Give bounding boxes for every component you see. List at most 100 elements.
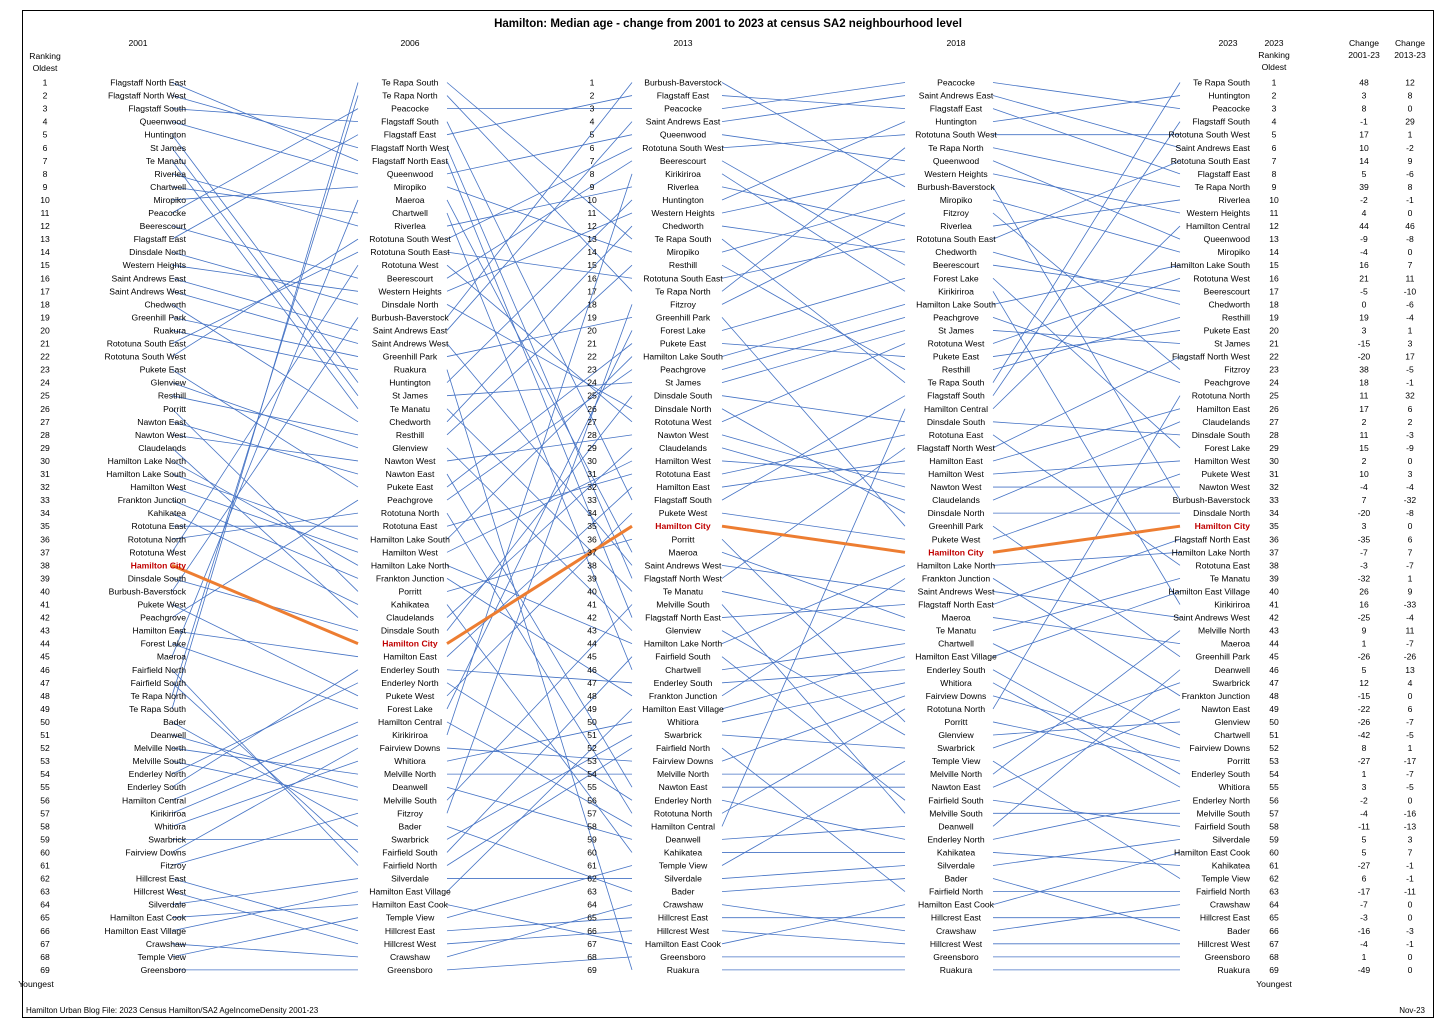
change-2013-23-value: -7 (1406, 639, 1414, 649)
neighbourhood-2023: Rototuna West (1193, 273, 1250, 283)
rank-change-line (992, 395, 1181, 710)
neighbourhood-2001: Whitiora (154, 821, 186, 831)
rank-change-line (171, 160, 359, 409)
change-2013-23-value: -1 (1406, 378, 1414, 388)
rank-change-line (721, 173, 906, 214)
neighbourhood-2006: Kahikatea (391, 600, 429, 610)
change-2013-23-value: 9 (1408, 156, 1413, 166)
rank-change-line (992, 460, 1181, 475)
neighbourhood-2023: Burbush-Baverstock (1173, 495, 1251, 505)
neighbourhood-2018: Huntington (935, 117, 977, 127)
change-2013-23-value: 1 (1408, 743, 1413, 753)
rank-change-line (446, 147, 633, 240)
rank-number-left: 50 (40, 717, 50, 727)
rank-number-2013: 43 (587, 626, 597, 636)
neighbourhood-2001: Hillcrest West (134, 887, 187, 897)
rank-number-left: 31 (40, 469, 50, 479)
change-2013-23-value: -5 (1406, 365, 1414, 375)
neighbourhood-2006: Enderley North (381, 678, 439, 688)
neighbourhood-2001: Kahikatea (148, 508, 186, 518)
rank-number-left: 5 (43, 130, 48, 140)
rank-change-line (992, 317, 1181, 384)
rank-change-line (992, 108, 1181, 175)
neighbourhood-2001: Te Rapa North (131, 691, 187, 701)
rank-change-line (446, 225, 633, 423)
neighbourhood-2013: Peachgrove (660, 365, 706, 375)
neighbourhood-2001: Flagstaff South (128, 104, 186, 114)
change-2013-23-value: 0 (1408, 691, 1413, 701)
neighbourhood-2023: Rototuna East (1196, 560, 1251, 570)
rank-number-2013: 16 (587, 273, 597, 283)
neighbourhood-2006: Crawshaw (390, 952, 431, 962)
neighbourhood-2001: Fitzroy (160, 861, 186, 871)
change-header: 2013-23 (1394, 50, 1426, 60)
neighbourhood-2023: Hillcrest West (1198, 939, 1251, 949)
neighbourhood-2023: Frankton Junction (1182, 691, 1251, 701)
neighbourhood-2013: Flagstaff North West (644, 573, 723, 583)
change-2013-23-value: -32 (1404, 495, 1417, 505)
rank-number-right: 30 (1269, 456, 1279, 466)
rank-change-line (171, 95, 359, 149)
neighbourhood-2001: Rototuna North (128, 534, 187, 544)
neighbourhood-2018: Western Heights (924, 169, 987, 179)
neighbourhood-2013: Temple View (659, 861, 708, 871)
rank-number-left: 7 (43, 156, 48, 166)
neighbourhood-2023: Queenwood (1204, 234, 1251, 244)
neighbourhood-2023: Kahikatea (1212, 861, 1250, 871)
rank-change-line (992, 839, 1181, 866)
change-2001-23-value: 3 (1362, 325, 1367, 335)
neighbourhood-2018: Fairfield South (928, 795, 984, 805)
rank-number-right: 42 (1269, 613, 1279, 623)
neighbourhood-2013: Fairview Downs (653, 756, 714, 766)
rank-number-right: 15 (1269, 260, 1279, 270)
rank-number-right: 29 (1269, 443, 1279, 453)
neighbourhood-2006: Miropiko (394, 182, 427, 192)
rank-number-left: 53 (40, 756, 50, 766)
rank-number-2013: 32 (587, 482, 597, 492)
change-2013-23-value: 1 (1408, 130, 1413, 140)
neighbourhood-2013: Flagstaff East (657, 91, 710, 101)
change-2001-23-value: -26 (1358, 652, 1371, 662)
rank-number-2013: 24 (587, 378, 597, 388)
neighbourhood-2013: Crawshaw (663, 900, 704, 910)
rank-number-2013: 14 (587, 247, 597, 257)
rank-change-line (446, 382, 633, 397)
rank-number-2013: 52 (587, 743, 597, 753)
change-2013-23-value: -17 (1404, 756, 1417, 766)
neighbourhood-2001: Peachgrove (140, 613, 186, 623)
neighbourhood-2023: Miropiko (1218, 247, 1251, 257)
neighbourhood-2006: Chartwell (392, 208, 428, 218)
neighbourhood-2006: Peacocke (391, 104, 429, 114)
neighbourhood-2023: Swarbrick (1212, 678, 1250, 688)
neighbourhood-2013: Hamilton Lake North (644, 639, 723, 649)
youngest-label-right: Youngest (1256, 979, 1292, 989)
rank-number-right: 52 (1269, 743, 1279, 753)
rank-number-left: 19 (40, 312, 50, 322)
neighbourhood-2001: Hamilton Lake North (108, 456, 187, 466)
rank-number-2013: 57 (587, 808, 597, 818)
neighbourhood-2023: Flagstaff North East (1174, 534, 1250, 544)
rank-number-right: 33 (1269, 495, 1279, 505)
neighbourhood-2001: Enderley North (129, 769, 187, 779)
rank-number-right: 4 (1272, 117, 1277, 127)
rank-number-left: 15 (40, 260, 50, 270)
rank-change-line (721, 82, 906, 188)
change-2013-23-value: -3 (1406, 430, 1414, 440)
neighbourhood-2018: Whitiora (940, 678, 972, 688)
rank-number-2013: 7 (590, 156, 595, 166)
neighbourhood-2006: Dinsdale North (382, 299, 439, 309)
rank-change-line (992, 408, 1181, 462)
rank-change-line (171, 121, 359, 175)
change-2013-23-value: 0 (1408, 965, 1413, 975)
change-2013-23-value: -5 (1406, 782, 1414, 792)
neighbourhood-2023: Claudelands (1202, 417, 1250, 427)
rank-number-right: 39 (1269, 573, 1279, 583)
rank-change-line (171, 186, 359, 201)
neighbourhood-2023: Rototuna North (1192, 391, 1251, 401)
rank-number-2013: 42 (587, 613, 597, 623)
rank-change-line (721, 264, 906, 370)
change-2013-23-value: 32 (1405, 391, 1415, 401)
neighbourhood-2013: Maeroa (668, 547, 697, 557)
neighbourhood-2018: Fitzroy (943, 208, 969, 218)
rank-number-2013: 20 (587, 325, 597, 335)
